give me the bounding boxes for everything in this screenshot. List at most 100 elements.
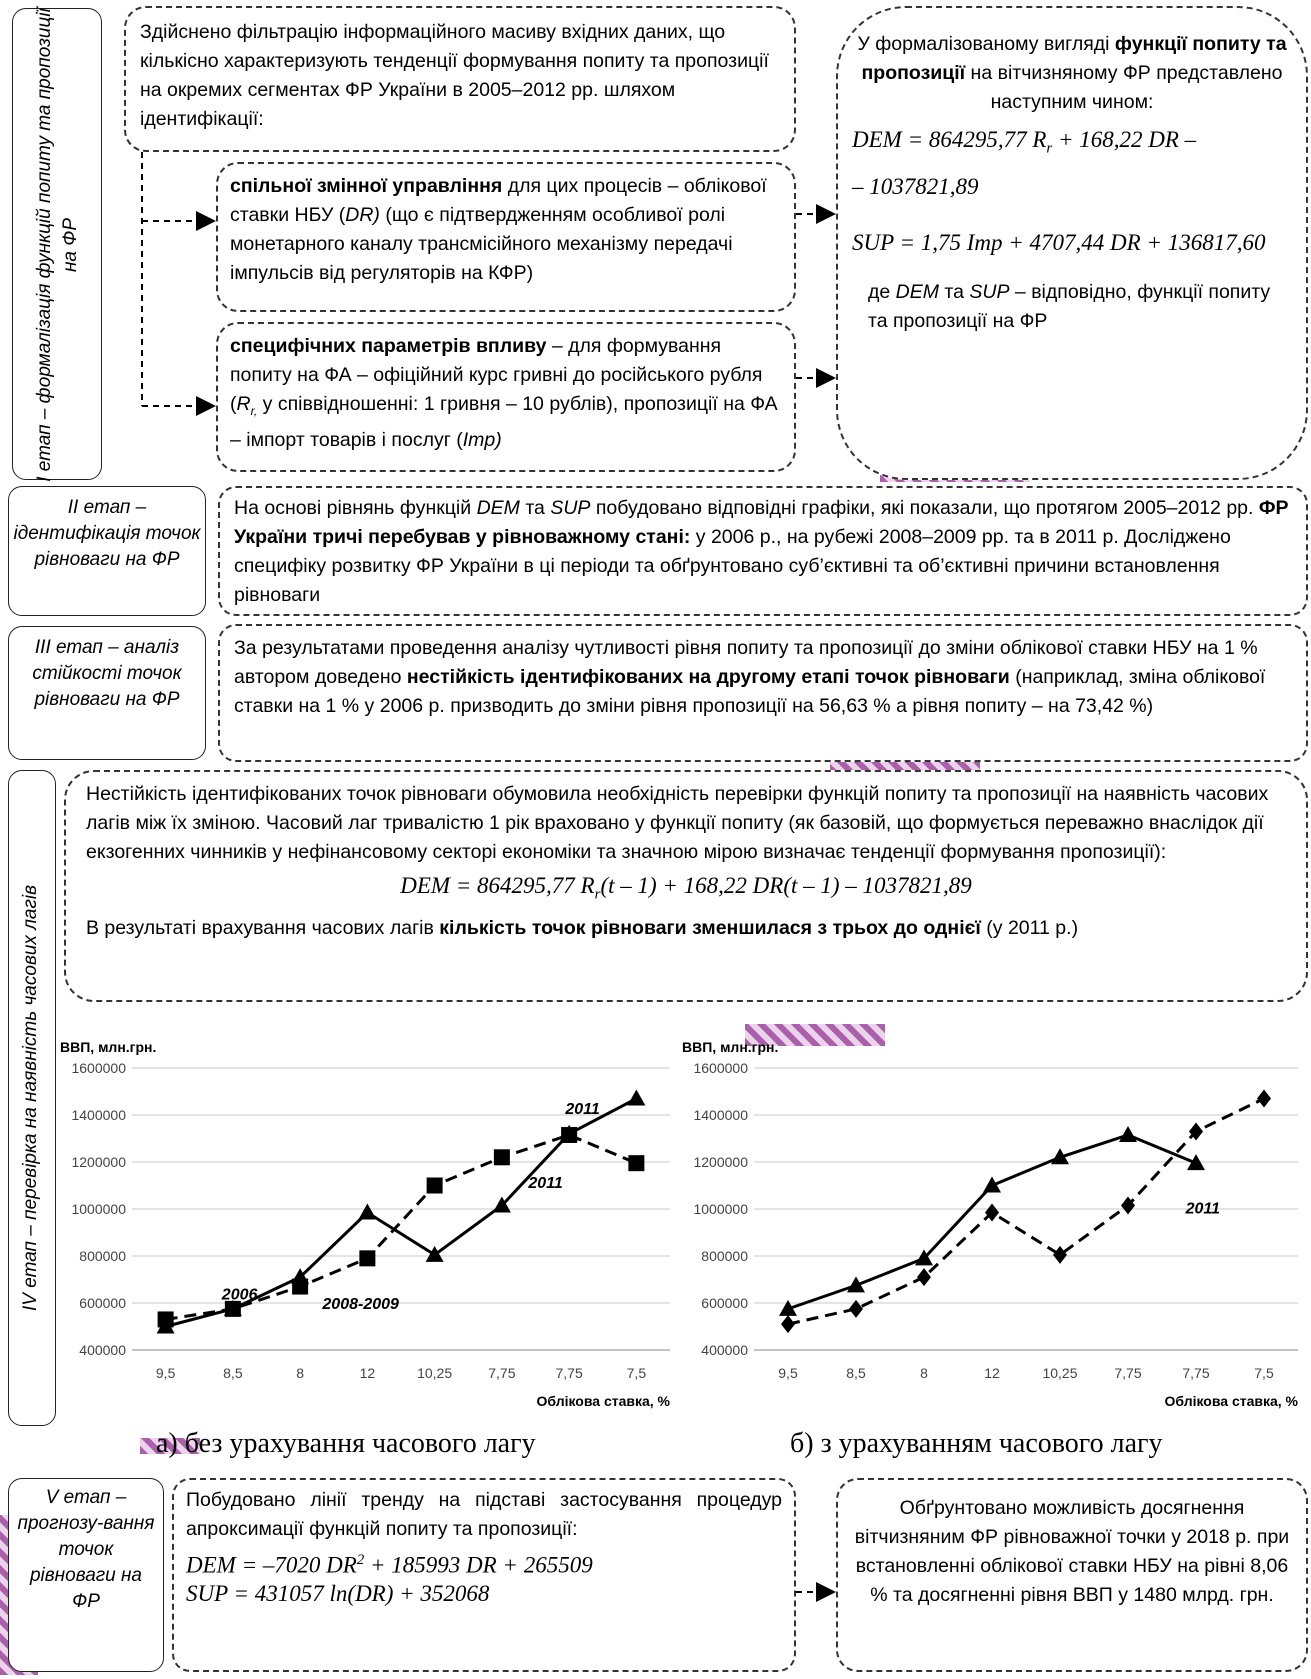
point-square <box>493 1149 510 1166</box>
stamp-smudge <box>140 1438 200 1454</box>
point-diamond <box>1189 1122 1203 1141</box>
chart-without-lag: ВВП, млн.грн. 400000 600000 800000 1000000 12… <box>60 1039 671 1409</box>
x-tick-label: 7,5 <box>627 1365 647 1381</box>
y-axis-label: ВВП, млн.грн. <box>60 1039 156 1055</box>
x-tick-label: 10,25 <box>417 1365 452 1381</box>
y-tick-label: 1200000 <box>693 1154 748 1170</box>
y-tick-label: 400000 <box>701 1342 748 1358</box>
y-tick-label: 1200000 <box>71 1154 126 1170</box>
annotation-label: 2011 <box>527 1175 563 1192</box>
stamp-smudge <box>745 1024 885 1046</box>
stage1-label-box: І етап – формалізація функцій попиту та … <box>12 8 102 482</box>
x-tick-label: 7,75 <box>488 1365 515 1381</box>
series-line-0 <box>787 1133 1197 1311</box>
x-tick-label: 12 <box>984 1365 1000 1381</box>
y-tick-label: 1600000 <box>71 1060 126 1076</box>
point-diamond <box>1257 1089 1271 1108</box>
filter-text: Здійснено фільтрацію інформаційного маси… <box>140 21 769 130</box>
y-tick-label: 1000000 <box>71 1201 126 1217</box>
x-tick-label: 8,5 <box>223 1365 243 1381</box>
series-line-1 <box>165 1133 637 1321</box>
stage4-text-box: Нестійкість ідентифікованих точок рівнов… <box>64 770 1308 1002</box>
point-diamond <box>781 1315 795 1334</box>
stage4-label: ІV етап – перевірка на наявність часових… <box>20 885 41 1311</box>
y-tick-label: 1400000 <box>71 1107 126 1123</box>
y-tick-label: 600000 <box>79 1295 126 1311</box>
point-square <box>224 1300 241 1317</box>
specific-parameters-title: специфічних параметрів впливу <box>230 335 547 357</box>
filter-box: Здійснено фільтрацію інформаційного маси… <box>124 6 796 152</box>
stage2-label-box: ІІ етап – ідентифікація точок рівноваги … <box>8 486 206 616</box>
common-variable-title: спільної змінної управління <box>230 175 503 197</box>
x-tick-label: 8 <box>920 1365 928 1381</box>
y-tick-label: 800000 <box>79 1248 126 1264</box>
trend-lines-box: Побудовано лінії тренду на підставі заст… <box>172 1478 796 1672</box>
x-tick-label: 7,5 <box>1254 1365 1274 1381</box>
point-triangle <box>983 1176 1001 1193</box>
point-triangle <box>1119 1125 1137 1142</box>
forecast-text: Обґрунтовано можливість досягнення вітчи… <box>854 1497 1290 1606</box>
x-tick-label: 12 <box>360 1365 376 1381</box>
chart-with-lag: ВВП, млн.грн. 400000 600000 800000 1000000 12… <box>682 1039 1299 1409</box>
dem-formula-cont: – 1037821,89 <box>852 173 979 199</box>
point-triangle <box>358 1203 377 1220</box>
formula-legend: де DEM та SUP – відповідно, функції попи… <box>868 280 1271 332</box>
series-line-1 <box>787 1097 1265 1326</box>
x-tick-label: 10,25 <box>1042 1365 1077 1381</box>
stage4-label-box: ІV етап – перевірка на наявність часових… <box>8 770 56 1426</box>
point-diamond <box>1121 1196 1135 1215</box>
x-axis-label: Облікова ставка, % <box>1165 1393 1299 1409</box>
x-tick-label: 9,5 <box>778 1365 798 1381</box>
point-diamond <box>1053 1245 1067 1264</box>
y-tick-label: 600000 <box>701 1295 748 1311</box>
x-tick-label: 9,5 <box>156 1365 176 1381</box>
forecast-box: Обґрунтовано можливість досягнення вітчи… <box>836 1478 1308 1672</box>
point-square <box>561 1126 578 1143</box>
point-square <box>359 1250 376 1267</box>
point-diamond <box>985 1203 999 1222</box>
point-triangle <box>915 1249 933 1266</box>
stage2-text-box: На основі рівнянь функцій DEM та SUP поб… <box>218 486 1308 616</box>
y-tick-label: 400000 <box>79 1342 126 1358</box>
y-tick-label: 800000 <box>701 1248 748 1264</box>
point-square <box>628 1155 645 1172</box>
point-square <box>426 1177 443 1194</box>
x-tick-label: 8 <box>296 1365 304 1381</box>
x-tick-label: 7,75 <box>556 1365 583 1381</box>
specific-parameters-box: специфічних параметрів впливу – для форм… <box>216 322 796 472</box>
stage2-label: ІІ етап – ідентифікація точок рівноваги … <box>13 497 201 570</box>
stage5-label: V етап – прогнозу-вання точок рівноваги … <box>17 1487 155 1612</box>
y-tick-label: 1600000 <box>693 1060 748 1076</box>
stage3-text-box: За результатами проведення аналізу чутли… <box>218 624 1308 762</box>
caption-a: а) без урахування часового лагу <box>156 1428 536 1459</box>
lagged-dem-formula: DEM = 864295,77 Rr(t – 1) + 168,22 DR(t … <box>400 873 972 903</box>
caption-b: б) з урахуванням часового лагу <box>790 1428 1163 1459</box>
stage5-label-box: V етап – прогнозу-вання точок рівноваги … <box>8 1478 164 1672</box>
dem-formula: DEM = 864295,77 Rr + 168,22 DR – <box>852 127 1197 157</box>
y-axis-label: ВВП, млн.грн. <box>682 1039 778 1055</box>
stage3-label-box: ІІІ етап – аналіз стійкості точок рівнов… <box>8 626 206 760</box>
formalized-functions-box: У формалізованому вигляді функції попиту… <box>836 6 1308 480</box>
sup-formula: SUP = 1,75 Imp + 4707,44 DR + 136817,60 <box>852 229 1266 255</box>
x-tick-label: 7,75 <box>1182 1365 1209 1381</box>
stamp-smudge <box>830 760 980 772</box>
point-diamond <box>849 1299 863 1318</box>
annotation-label: 2006 <box>221 1286 258 1303</box>
point-triangle <box>779 1299 797 1316</box>
x-tick-label: 7,75 <box>1114 1365 1141 1381</box>
point-triangle <box>425 1245 444 1262</box>
annotation-label: 2011 <box>564 1101 600 1118</box>
annotation-label: 2008-2009 <box>321 1296 399 1313</box>
stage3-label: ІІІ етап – аналіз стійкості точок рівнов… <box>32 637 182 710</box>
point-triangle <box>1051 1148 1069 1165</box>
point-square <box>292 1278 309 1295</box>
point-square <box>157 1311 174 1328</box>
annotation-label: 2011 <box>1185 1201 1221 1218</box>
point-triangle <box>847 1276 865 1293</box>
point-triangle <box>492 1196 511 1213</box>
dem-trend-formula: DEM = –7020 DR2 + 185993 DR + 265509 <box>186 1552 593 1578</box>
point-triangle <box>627 1089 646 1106</box>
point-diamond <box>917 1268 931 1287</box>
common-variable-box: спільної змінної управління для цих проц… <box>216 162 796 312</box>
